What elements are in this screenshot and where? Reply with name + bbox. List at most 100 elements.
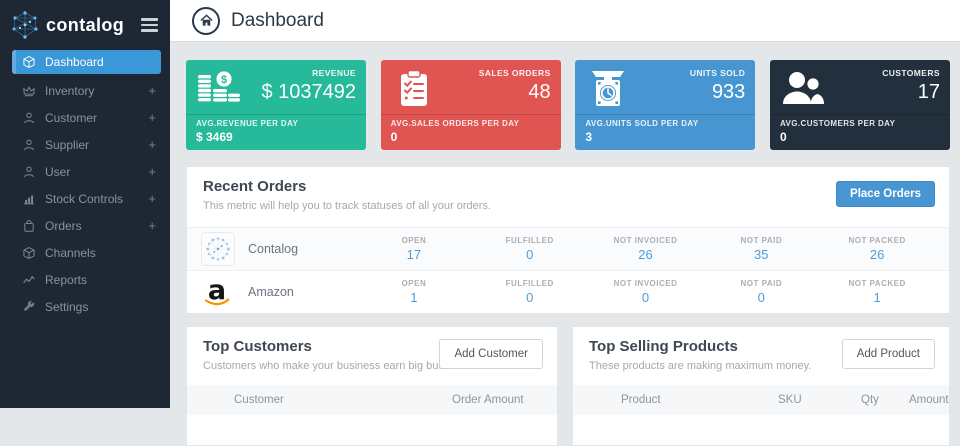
stat-label: OPEN	[401, 279, 427, 288]
stat-value-link[interactable]: 17	[406, 247, 422, 262]
top-customers-title: Top Customers	[203, 338, 312, 355]
expand-icon[interactable]: +	[148, 191, 156, 206]
revenue-card: $ REVENUE $ 1037492 AVG.REVENUE PER DAY …	[186, 60, 366, 150]
person-icon	[24, 112, 34, 123]
card-label: SALES ORDERS	[478, 68, 551, 78]
card-avg-value: 3	[585, 130, 592, 144]
bar-chart-icon	[23, 195, 35, 204]
sidebar-item-customer[interactable]: Customer +	[0, 104, 170, 131]
menu-toggle-icon[interactable]	[141, 16, 158, 34]
stat-value-link[interactable]: 0	[757, 290, 765, 305]
sidebar-item-orders[interactable]: Orders +	[0, 212, 170, 239]
sidebar-item-label: Reports	[45, 272, 88, 287]
top-customers-panel: Top Customers Customers who make your bu…	[186, 326, 558, 446]
sidebar-item-label: Customer	[45, 110, 98, 125]
expand-icon[interactable]: +	[148, 218, 156, 233]
card-avg-label: AVG.SALES ORDERS PER DAY	[390, 119, 520, 128]
sidebar-item-label: Supplier	[45, 137, 90, 152]
column-header-qty: Qty	[861, 394, 879, 406]
channel-name: Amazon	[248, 285, 294, 299]
cube-icon	[23, 246, 35, 259]
sidebar-item-channels[interactable]: Channels	[0, 239, 170, 266]
person-icon	[24, 139, 34, 150]
sidebar-item-stock-controls[interactable]: Stock Controls +	[0, 185, 170, 212]
sidebar-item-label: Dashboard	[45, 55, 104, 69]
svg-text:$: $	[221, 74, 227, 86]
activity-line-icon	[23, 275, 35, 283]
page-title: Dashboard	[231, 9, 324, 31]
stat-label: OPEN	[401, 236, 427, 245]
stat-value-link[interactable]: 1	[410, 290, 418, 305]
sidebar-item-reports[interactable]: Reports	[0, 266, 170, 293]
stat-value-link[interactable]: 0	[641, 290, 650, 305]
sidebar-item-label: Inventory	[45, 83, 95, 98]
top-products-panel: Top Selling Products These products are …	[572, 326, 950, 446]
add-product-button[interactable]: Add Product	[841, 339, 935, 369]
stat-value-link[interactable]: 35	[754, 247, 769, 262]
stat-label: NOT PAID	[740, 279, 783, 288]
sidebar-item-label: Stock Controls	[45, 191, 124, 206]
card-avg-value: 0	[390, 130, 398, 144]
expand-icon[interactable]: +	[148, 83, 156, 98]
top-products-table-header: Product SKU Qty Amount	[573, 385, 949, 415]
cube-icon	[23, 56, 35, 68]
sales-orders-card: SALES ORDERS 48 AVG.SALES ORDERS PER DAY…	[380, 60, 561, 150]
stat-label: NOT PACKED	[848, 279, 906, 288]
top-customers-subtitle: Customers who make your business earn bi…	[203, 360, 455, 372]
money-icon: $	[198, 71, 240, 102]
sidebar-item-user[interactable]: User +	[0, 158, 170, 185]
column-header-amount: Amount	[909, 394, 949, 406]
top-header: Dashboard	[170, 0, 960, 42]
sidebar-item-label: Settings	[45, 299, 89, 314]
order-row-amazon: a Amazon OPEN 1 FULFILLED 0 NOT INVOICED 0 …	[187, 270, 949, 313]
card-avg-label: AVG.REVENUE PER DAY	[196, 119, 299, 128]
card-avg-label: AVG.UNITS SOLD PER DAY	[585, 119, 699, 128]
card-value: 48	[528, 81, 551, 103]
card-avg-label: AVG.CUSTOMERS PER DAY	[779, 119, 896, 128]
clipboard-icon	[400, 69, 427, 106]
stat-cards-row: $ REVENUE $ 1037492 AVG.REVENUE PER DAY …	[186, 60, 950, 150]
stat-value-link[interactable]: 0	[526, 247, 534, 262]
expand-icon[interactable]: +	[148, 164, 156, 179]
column-header-product: Product	[621, 394, 661, 406]
place-orders-button[interactable]: Place Orders	[836, 181, 935, 207]
sidebar-item-settings[interactable]: Settings	[0, 293, 170, 320]
brand-name: contalog	[46, 14, 125, 35]
contalog-network-icon	[12, 11, 38, 39]
contalog-channel-logo	[201, 232, 235, 266]
stat-value-link[interactable]: 0	[526, 290, 534, 305]
stat-label: NOT PACKED	[848, 236, 906, 245]
stat-value-link[interactable]: 26	[638, 247, 653, 262]
top-customers-table-header: Customer Order Amount	[187, 385, 557, 415]
stat-value-link[interactable]: 1	[873, 290, 881, 305]
stat-label: NOT PAID	[740, 236, 783, 245]
customers-card: CUSTOMERS 17 AVG.CUSTOMERS PER DAY 0	[769, 60, 950, 150]
stat-value-link[interactable]: 26	[869, 247, 885, 262]
crown-icon	[23, 85, 35, 96]
svg-text:a: a	[208, 275, 226, 306]
sidebar-item-label: Channels	[45, 245, 96, 260]
sidebar-item-inventory[interactable]: Inventory +	[0, 77, 170, 104]
sidebar-item-dashboard[interactable]: Dashboard	[12, 50, 161, 74]
stat-label: NOT INVOICED	[613, 279, 678, 288]
stat-label: FULFILLED	[505, 236, 554, 245]
sidebar-item-supplier[interactable]: Supplier +	[0, 131, 170, 158]
amazon-logo: a	[204, 275, 230, 306]
add-customer-button[interactable]: Add Customer	[439, 339, 543, 369]
recent-orders-panel: Recent Orders This metric will help you …	[186, 166, 950, 314]
column-header-customer: Customer	[234, 394, 284, 406]
stat-label: FULFILLED	[505, 279, 554, 288]
sidebar-item-label: Orders	[45, 218, 82, 233]
brand-logo: contalog	[0, 0, 170, 50]
card-avg-value: 0	[779, 130, 787, 144]
scale-icon	[592, 71, 625, 106]
card-value: $ 1037492	[261, 81, 356, 103]
expand-icon[interactable]: +	[148, 110, 156, 125]
recent-orders-title: Recent Orders	[203, 178, 307, 195]
top-products-title: Top Selling Products	[589, 338, 738, 355]
expand-icon[interactable]: +	[148, 137, 156, 152]
person-icon	[24, 166, 34, 177]
home-icon[interactable]	[192, 6, 220, 35]
card-value: 933	[711, 81, 746, 103]
wrench-icon	[24, 300, 35, 311]
